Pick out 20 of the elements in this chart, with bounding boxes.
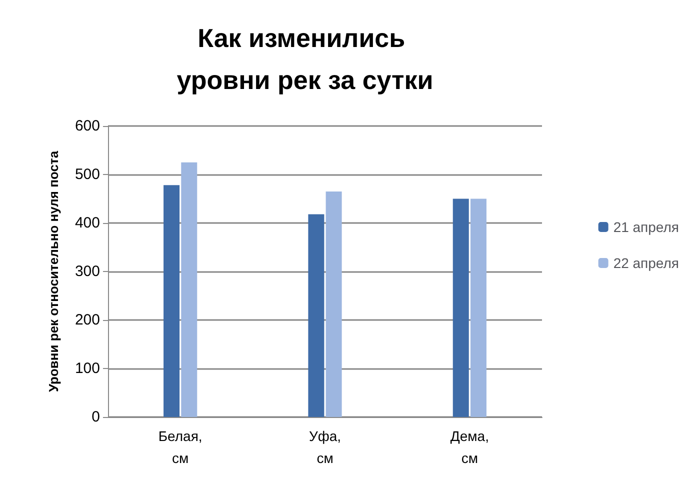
y-tick-label: 500: [74, 166, 100, 183]
y-tick-label: 100: [74, 360, 100, 377]
legend-label: 21 апреля: [613, 219, 679, 235]
bar: [181, 162, 198, 417]
chart-title: Как изменились уровни рек за сутки: [176, 23, 434, 95]
bar: [452, 198, 469, 417]
y-tick-label: 600: [74, 118, 100, 134]
x-tick-label: Белая, см: [158, 428, 202, 466]
y-axis-title: Уровни рек относительно нуля поста: [46, 150, 61, 392]
x-tick-label: Уфа, см: [308, 428, 342, 466]
y-tick-label: 0: [92, 408, 100, 426]
bar: [164, 185, 180, 417]
bar: [326, 191, 342, 417]
y-tick-label: 400: [74, 214, 100, 232]
y-tick-label: 300: [74, 263, 100, 280]
bar: [470, 198, 486, 417]
y-tick-label: 200: [74, 312, 100, 328]
legend-label: 22 апреля: [613, 255, 679, 271]
x-tick-label: Дема, см: [450, 428, 489, 466]
bar: [308, 214, 324, 417]
